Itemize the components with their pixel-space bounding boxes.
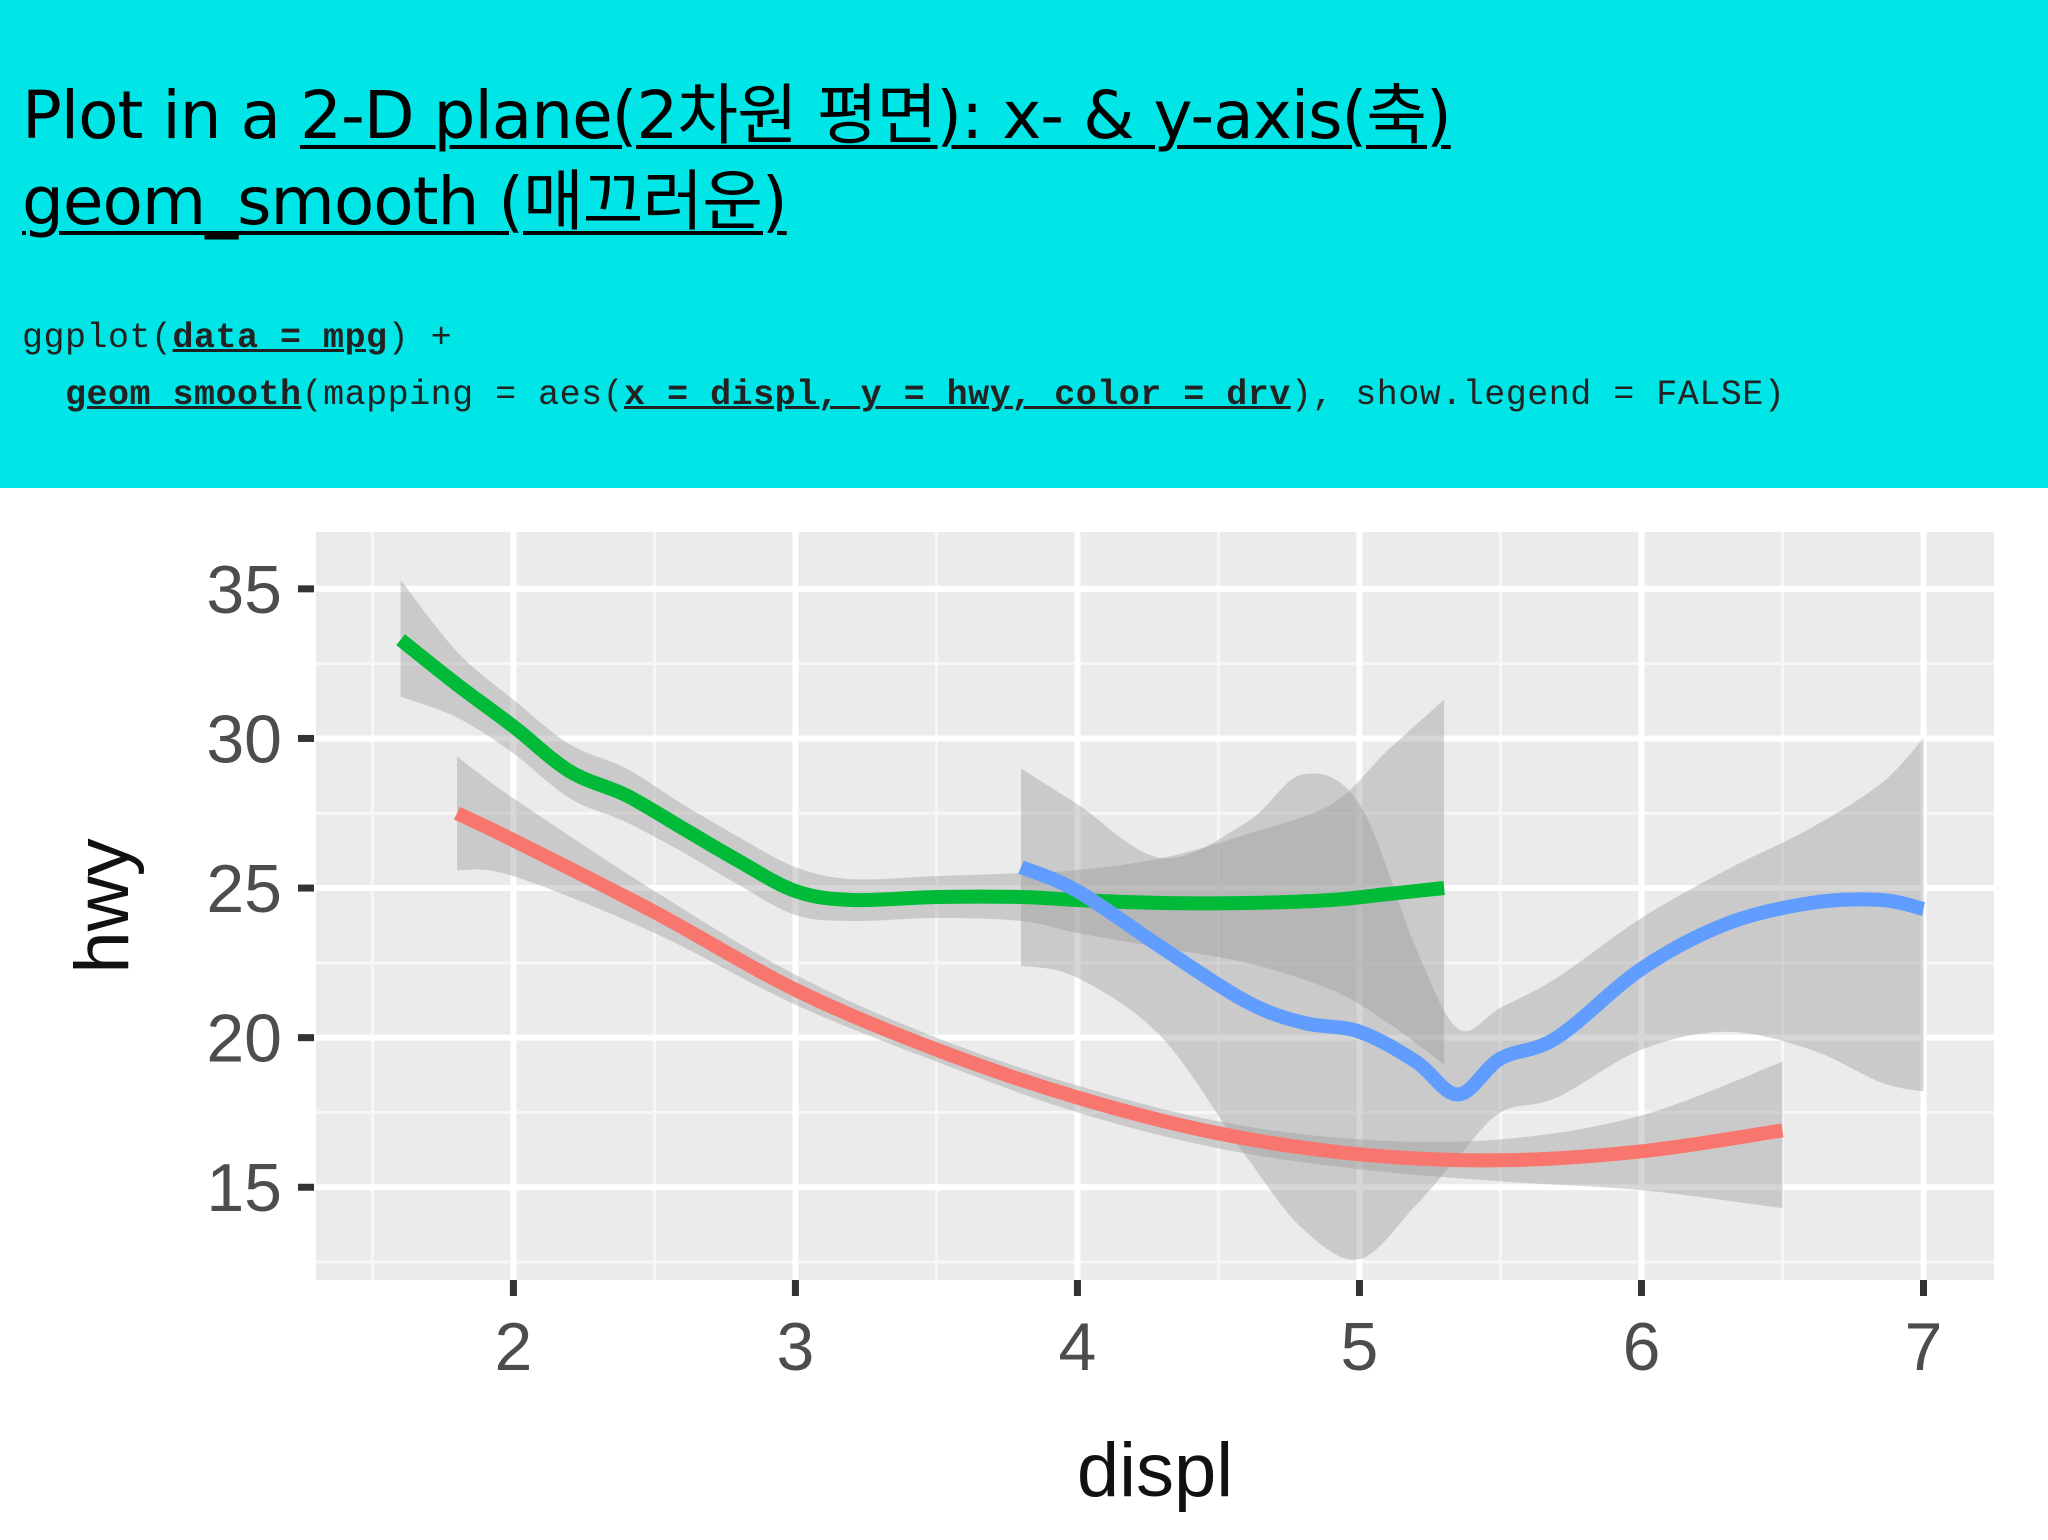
confidence-band-1 bbox=[400, 579, 1445, 1065]
confidence-bands bbox=[400, 579, 1924, 1260]
slide-title-line2: geom_smooth (매끄러운) bbox=[22, 163, 788, 240]
confidence-band-3 bbox=[1021, 738, 1924, 1260]
x-tick-label: 4 bbox=[1059, 1309, 1097, 1385]
code-geom-smooth: geom_smooth bbox=[65, 375, 302, 415]
smooth-chart: 2 3 4 5 6 7 15 20 25 30 35 displ hwy bbox=[60, 532, 1994, 1513]
x-tick-label: 6 bbox=[1623, 1309, 1661, 1385]
slide-title-line1: Plot in a 2-D plane(2차원 평면): x- & y-axis… bbox=[22, 62, 1452, 158]
y-tick-label: 15 bbox=[206, 1150, 282, 1226]
code-aes-args: x = displ, y = hwy, color = drv bbox=[624, 375, 1291, 415]
code-plus: ) + bbox=[387, 318, 453, 358]
x-tick-label: 2 bbox=[494, 1309, 532, 1385]
smooth-line-2 bbox=[453, 806, 1784, 1168]
slide-header: Plot in a 2-D plane(2차원 평면): x- & y-axis… bbox=[0, 0, 2048, 488]
x-axis-label: displ bbox=[1077, 1428, 1233, 1513]
y-axis-label: hwy bbox=[60, 838, 145, 973]
y-tick-label: 25 bbox=[206, 851, 282, 927]
code-line-1: ggplot(data = mpg) + bbox=[22, 318, 452, 358]
x-tick-label: 7 bbox=[1905, 1309, 1943, 1385]
code-ggplot: ggplot( bbox=[22, 318, 173, 358]
title-prefix: Plot in a bbox=[22, 77, 300, 154]
y-tick-label: 35 bbox=[206, 552, 282, 628]
smooth-line-1 bbox=[396, 634, 1445, 911]
code-show-legend: ), show.legend = FALSE) bbox=[1290, 375, 1786, 415]
axes: 2 3 4 5 6 7 15 20 25 30 35 bbox=[206, 552, 1942, 1385]
title-underlined: 2-D plane(2차원 평면): x- & y-axis(축) bbox=[299, 77, 1452, 154]
chart-area: 2 3 4 5 6 7 15 20 25 30 35 displ hwy bbox=[0, 488, 2048, 1536]
y-tick-label: 30 bbox=[206, 701, 282, 777]
smooth-lines bbox=[396, 634, 1926, 1168]
code-mapping: (mapping = aes( bbox=[301, 375, 625, 415]
code-line-2: geom_smooth(mapping = aes(x = displ, y =… bbox=[22, 375, 1785, 415]
code-data-arg: data = mpg bbox=[172, 318, 388, 358]
grid-lines bbox=[316, 532, 1994, 1280]
y-tick-label: 20 bbox=[206, 1001, 282, 1077]
x-tick-label: 5 bbox=[1341, 1309, 1379, 1385]
confidence-band-2 bbox=[457, 756, 1783, 1209]
x-tick-label: 3 bbox=[777, 1309, 815, 1385]
smooth-line-3 bbox=[1018, 860, 1926, 1102]
code-indent bbox=[22, 375, 65, 415]
